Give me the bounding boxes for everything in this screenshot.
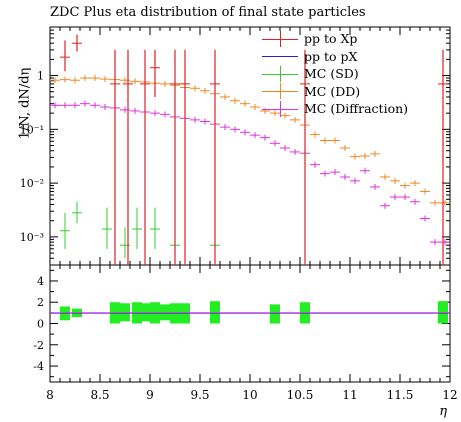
legend-item-pp-to-xp: pp to Xp bbox=[262, 30, 408, 48]
ratio-y-tick-label: 4 bbox=[37, 275, 44, 288]
legend-item-pp-to-px: pp to pX bbox=[262, 48, 408, 66]
x-tick-label: 9.5 bbox=[190, 388, 209, 402]
ratio-y-tick-label: 0 bbox=[37, 318, 44, 331]
legend-label-pp-to-px: pp to pX bbox=[304, 48, 358, 64]
y-tick-label: 10⁻³ bbox=[20, 231, 44, 244]
legend-swatch-mc-diffraction bbox=[262, 100, 298, 117]
legend-item-mc-diffraction: MC (Diffraction) bbox=[262, 100, 408, 118]
legend-swatch-pp-to-xp bbox=[262, 30, 298, 47]
x-tick-label: 10.5 bbox=[287, 388, 314, 402]
legend-label-mc-dd: MC (DD) bbox=[304, 83, 361, 99]
ratio-y-tick-label: -4 bbox=[33, 360, 44, 373]
y-tick-label: 10⁻¹ bbox=[20, 123, 44, 136]
x-tick-label: 10 bbox=[242, 388, 257, 402]
ratio-y-tick-label: 2 bbox=[37, 296, 44, 309]
x-tick-label: 8.5 bbox=[90, 388, 109, 402]
legend-item-mc-sd: MC (SD) bbox=[262, 65, 408, 83]
x-tick-label: 12 bbox=[442, 388, 457, 402]
legend-swatch-mc-dd bbox=[262, 83, 298, 100]
x-axis-label: η bbox=[439, 404, 447, 419]
legend-label-pp-to-xp: pp to Xp bbox=[304, 31, 358, 47]
chart-title: ZDC Plus eta distribution of final state… bbox=[50, 5, 366, 20]
y-tick-label: 10⁻² bbox=[20, 177, 44, 190]
x-tick-label: 9 bbox=[146, 388, 154, 402]
ratio-y-tick-label: -2 bbox=[33, 339, 44, 352]
legend-swatch-pp-to-px bbox=[262, 48, 298, 64]
legend-label-mc-sd: MC (SD) bbox=[304, 66, 359, 82]
x-tick-label: 8 bbox=[46, 388, 54, 402]
x-tick-label: 11.5 bbox=[387, 388, 414, 402]
legend-item-mc-dd: MC (DD) bbox=[262, 83, 408, 101]
legend-swatch-mc-sd bbox=[262, 65, 298, 82]
ratio-uncertainty-band bbox=[270, 304, 280, 324]
legend: pp to Xp pp to pX MC (SD) MC (DD) MC (Di… bbox=[262, 30, 408, 118]
legend-label-mc-diffraction: MC (Diffraction) bbox=[304, 101, 409, 117]
y-axis-label: 1/N, dN/dη bbox=[17, 67, 33, 140]
y-tick-label: 1 bbox=[37, 70, 44, 83]
x-tick-label: 11 bbox=[342, 388, 357, 402]
